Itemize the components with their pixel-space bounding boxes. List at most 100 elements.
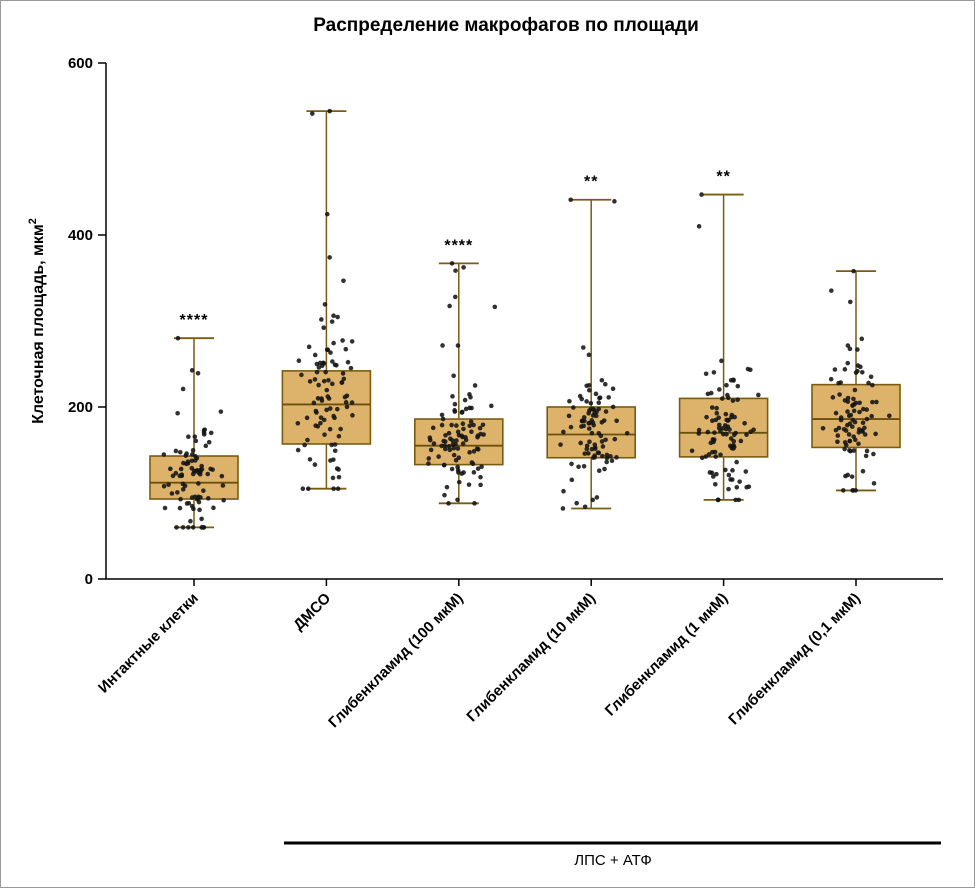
scatter-point (312, 377, 318, 382)
scatter-point (845, 360, 851, 366)
scatter-point (705, 429, 711, 435)
scatter-point (318, 420, 323, 426)
scatter-point (175, 335, 181, 341)
x-tick-label: Интактные клетки (95, 590, 202, 697)
scatter-point (855, 368, 860, 374)
scatter-point (489, 403, 494, 409)
scatter-point (460, 421, 466, 427)
scatter-point (850, 488, 855, 493)
scatter-point (436, 454, 441, 459)
scatter-point (833, 427, 839, 433)
scatter-point (842, 367, 848, 372)
scatter-point (461, 426, 466, 432)
scatter-point (199, 516, 204, 522)
scatter-point (328, 350, 333, 355)
scatter-point (603, 437, 608, 443)
scatter-point (703, 371, 709, 377)
scatter-point (581, 463, 587, 469)
scatter-point (305, 486, 311, 492)
scatter-point (599, 439, 605, 444)
scatter-point (450, 442, 456, 447)
scatter-point (724, 431, 729, 437)
scatter-point (198, 495, 203, 500)
scatter-point (193, 438, 199, 444)
scatter-point (842, 446, 847, 452)
scatter-point (735, 383, 741, 389)
scatter-point (729, 414, 734, 420)
scatter-point (330, 359, 335, 364)
scatter-point (477, 425, 483, 431)
box (149, 455, 239, 500)
scatter-point (596, 430, 602, 436)
scatter-point (180, 386, 186, 392)
scatter-point (603, 409, 609, 414)
scatter-point (864, 407, 870, 412)
scatter-point (192, 434, 198, 439)
scatter-point (203, 443, 209, 449)
y-axis-label-main: Клеточная площадь, мкм (30, 224, 47, 424)
scatter-point (596, 468, 602, 474)
scatter-point (600, 453, 605, 459)
chart-title: Распределение макрофагов по площади (313, 15, 699, 36)
scatter-point (843, 442, 849, 448)
scatter-point (871, 451, 876, 457)
scatter-point (746, 484, 752, 489)
scatter-point (447, 447, 453, 453)
scatter-point (590, 413, 596, 418)
scatter-point (328, 458, 333, 463)
scatter-point (296, 358, 302, 363)
scatter-point (838, 415, 844, 420)
scatter-point (731, 442, 736, 448)
scatter-point (441, 438, 446, 444)
scatter-point (841, 426, 847, 432)
scatter-point (426, 461, 431, 466)
scatter-point (312, 462, 318, 467)
scatter-point (856, 441, 861, 447)
scatter-point (189, 465, 195, 471)
scatter-point (454, 423, 459, 428)
scatter-point (561, 429, 566, 435)
scatter-point (586, 426, 592, 431)
scatter-point (430, 425, 436, 431)
scatter-point (478, 482, 483, 488)
scatter-point (448, 436, 453, 442)
scatter-point (849, 474, 855, 479)
scatter-point (174, 525, 179, 530)
scatter-point (874, 399, 879, 405)
scatter-point (331, 413, 336, 419)
scatter-point (335, 314, 340, 320)
scatter-point (190, 471, 196, 477)
scatter-point (322, 302, 328, 307)
scatter-point (440, 416, 446, 422)
scatter-point (579, 418, 585, 424)
scatter-point (689, 448, 695, 454)
scatter-point (733, 497, 738, 503)
scatter-point (835, 439, 840, 445)
scatter-point (851, 408, 857, 414)
scatter-point (295, 420, 301, 426)
scatter-point (845, 395, 851, 401)
scatter-point (221, 497, 226, 503)
scatter-point (857, 409, 862, 415)
scatter-point (454, 438, 459, 443)
scatter-point (295, 447, 301, 453)
scatter-point (456, 432, 462, 438)
scatter-point (730, 468, 735, 473)
scatter-point (738, 438, 744, 444)
scatter-point (709, 405, 715, 410)
scatter-point (710, 437, 716, 442)
scatter-point (210, 467, 215, 472)
scatter-point (833, 410, 839, 416)
scatter-point (329, 442, 334, 448)
scatter-point (579, 396, 585, 402)
scatter-point (439, 412, 445, 418)
scatter-point (838, 380, 844, 385)
scatter-point (321, 325, 327, 330)
scatter-point (610, 386, 616, 391)
scatter-point (446, 444, 452, 449)
scatter-point (699, 455, 705, 461)
scatter-point (471, 449, 477, 454)
scatter-point (723, 467, 728, 473)
scatter-point (459, 410, 465, 415)
